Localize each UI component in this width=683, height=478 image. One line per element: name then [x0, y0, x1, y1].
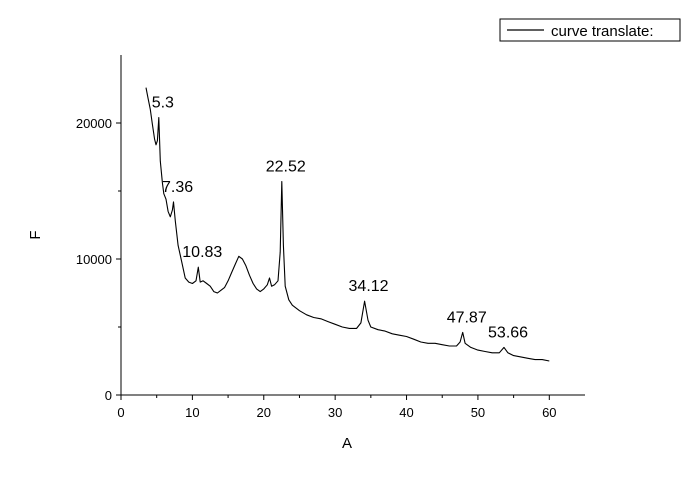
series-line [145, 87, 550, 362]
peak-label: 34.12 [349, 278, 389, 295]
peak-label: 53.66 [488, 324, 528, 341]
peak-label: 22.52 [266, 158, 306, 175]
peak-label: 7.36 [162, 179, 193, 196]
legend-box [499, 18, 681, 42]
x-tick-label: 10 [185, 405, 199, 420]
x-tick-label: 40 [399, 405, 413, 420]
axes: 0 10 20 30 40 50 60 0 10000 20000 A F [27, 55, 585, 452]
x-tick-label: 0 [117, 405, 124, 420]
x-tick-label: 20 [257, 405, 271, 420]
y-axis-title: F [27, 230, 44, 239]
legend: curve translate: [499, 18, 681, 42]
y-tick-label: 20000 [76, 116, 112, 131]
peak-label: 10.83 [182, 244, 222, 261]
x-tick-label: 50 [471, 405, 485, 420]
y-tick-label: 10000 [76, 252, 112, 267]
series-layer [145, 87, 550, 362]
legend-entry: curve translate: [551, 23, 654, 40]
peak-label: 5.3 [152, 95, 174, 112]
x-axis-title: A [342, 435, 352, 452]
y-tick-label: 0 [105, 388, 112, 403]
x-tick-label: 30 [328, 405, 342, 420]
x-tick-label: 60 [542, 405, 556, 420]
peak-label: 47.87 [447, 309, 487, 326]
